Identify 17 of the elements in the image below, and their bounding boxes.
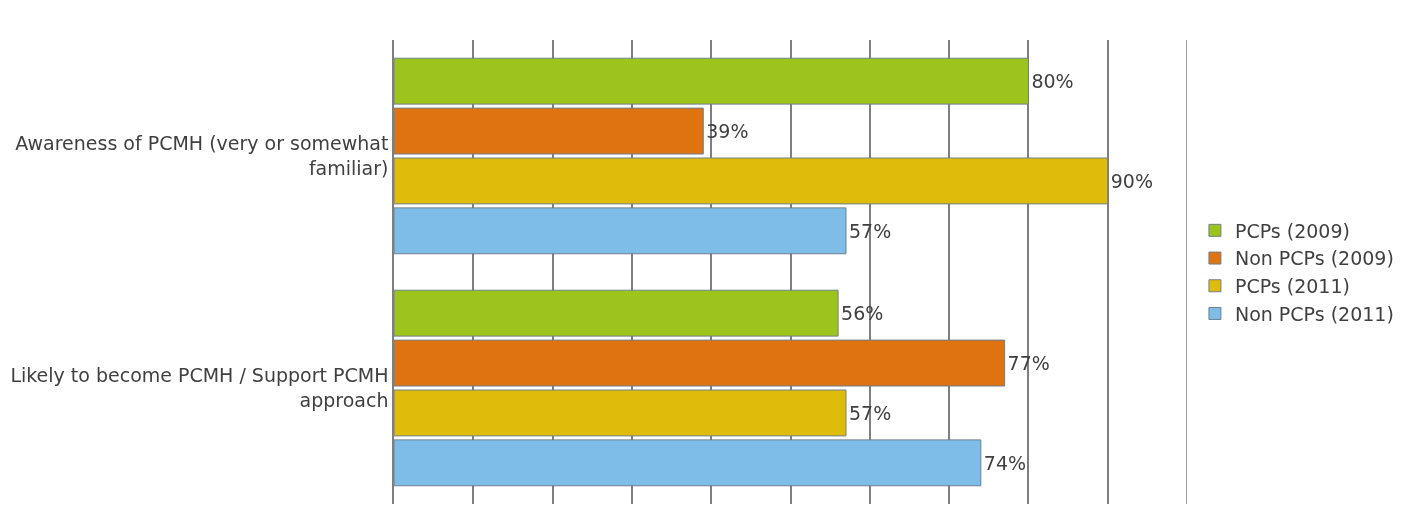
legend-label: Non PCPs (2011) [1234,302,1394,325]
legend-label: Non PCPs (2009) [1234,247,1394,270]
data-label: 90% [1110,169,1153,192]
bar [394,107,704,155]
bar [394,207,847,255]
data-label: 80% [1031,70,1074,93]
bar [394,157,1109,205]
bar [394,439,982,487]
bar [394,57,1029,105]
bar [394,339,1006,387]
legend-label: PCPs (2011) [1234,275,1350,298]
data-label: 74% [983,451,1027,474]
bar [394,389,847,437]
y-tick-label: Awareness of PCMH (very or somewhat familiar) [15,132,389,179]
legend-label: PCPs (2009) [1234,219,1350,242]
y-tick-label: Likely to become PCMH / Support PCMH approach [10,364,389,411]
bar [394,289,839,337]
